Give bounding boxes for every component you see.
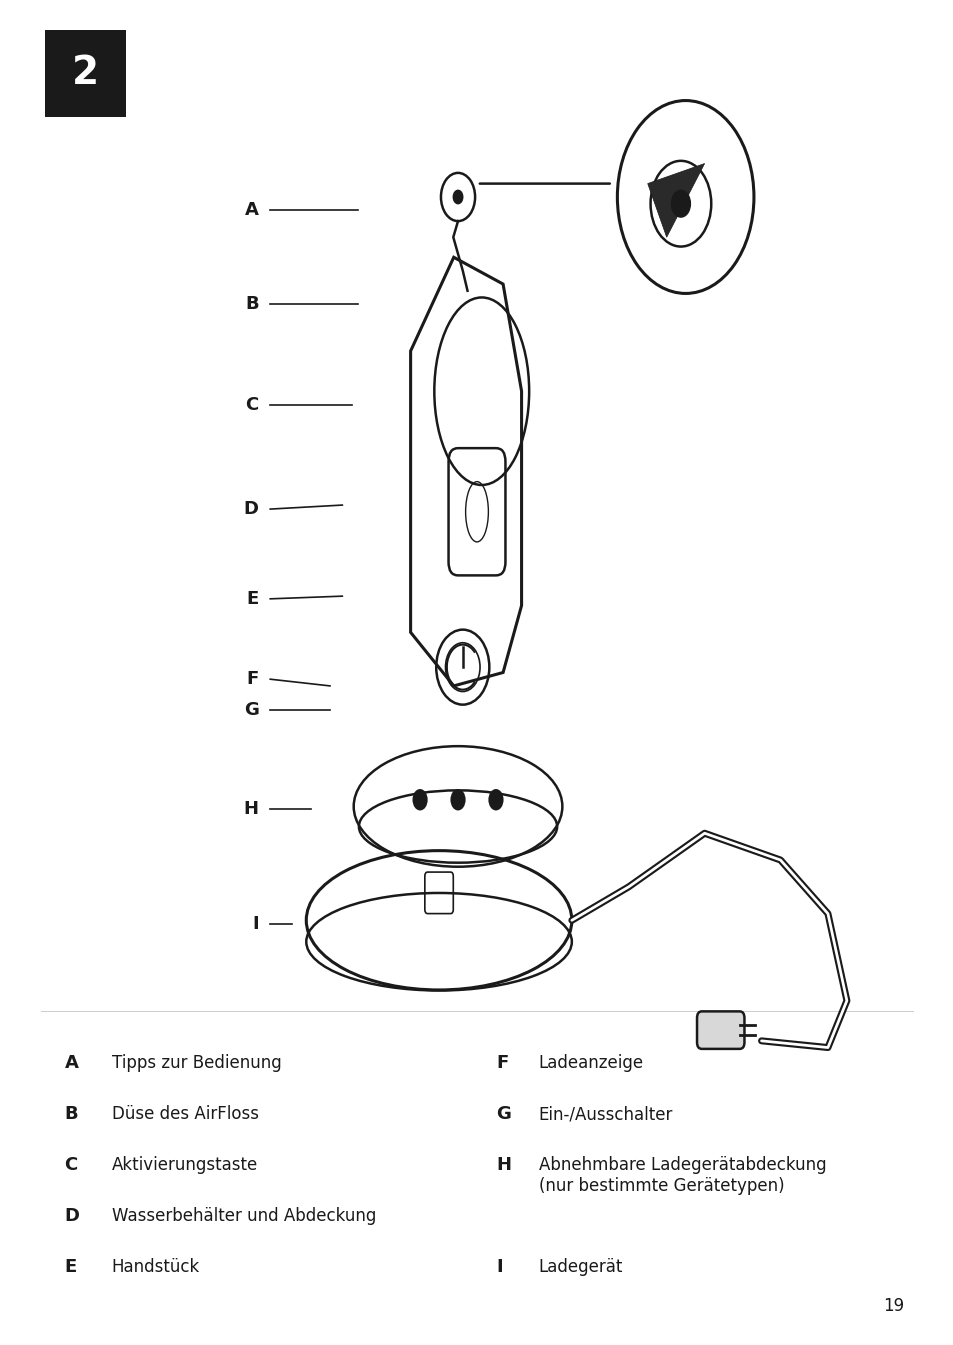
Text: D: D [65, 1206, 79, 1225]
Text: 2: 2 [72, 54, 99, 91]
Text: C: C [65, 1157, 77, 1174]
Circle shape [450, 790, 465, 811]
Text: D: D [244, 500, 258, 518]
Text: Handstück: Handstück [112, 1258, 200, 1276]
Text: Abnehmbare Ladegerätabdeckung
(nur bestimmte Gerätetypen): Abnehmbare Ladegerätabdeckung (nur besti… [538, 1157, 825, 1194]
Text: Tipps zur Bedienung: Tipps zur Bedienung [112, 1054, 281, 1072]
Text: H: H [244, 800, 258, 818]
Text: A: A [65, 1054, 78, 1072]
Text: Ein-/Ausschalter: Ein-/Ausschalter [538, 1106, 672, 1123]
FancyBboxPatch shape [697, 1011, 743, 1049]
FancyBboxPatch shape [46, 30, 126, 117]
Text: Aktivierungstaste: Aktivierungstaste [112, 1157, 258, 1174]
Text: G: G [244, 701, 258, 720]
Text: E: E [65, 1258, 76, 1276]
Text: Ladegerät: Ladegerät [538, 1258, 622, 1276]
Text: C: C [245, 395, 258, 414]
Text: F: F [246, 670, 258, 689]
Polygon shape [647, 164, 704, 237]
Text: E: E [246, 590, 258, 608]
Text: F: F [496, 1054, 508, 1072]
Text: B: B [245, 295, 258, 313]
Text: A: A [245, 202, 258, 219]
Circle shape [488, 790, 503, 811]
Text: I: I [252, 916, 258, 933]
Text: G: G [496, 1106, 510, 1123]
Text: 19: 19 [882, 1298, 902, 1315]
Text: Wasserbehälter und Abdeckung: Wasserbehälter und Abdeckung [112, 1206, 375, 1225]
Text: Düse des AirFloss: Düse des AirFloss [112, 1106, 258, 1123]
Circle shape [453, 190, 462, 203]
Text: B: B [65, 1106, 78, 1123]
Text: H: H [496, 1157, 511, 1174]
Circle shape [671, 190, 690, 217]
Circle shape [412, 790, 427, 811]
Text: I: I [496, 1258, 502, 1276]
Text: Ladeanzeige: Ladeanzeige [538, 1054, 643, 1072]
